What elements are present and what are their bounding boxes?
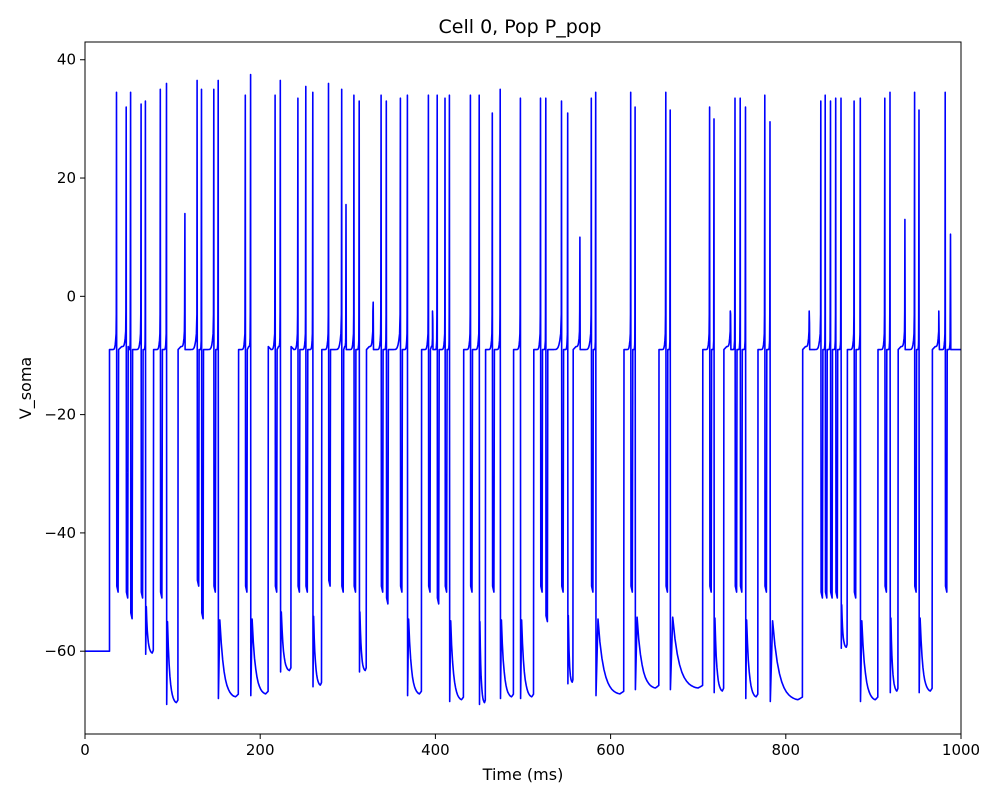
plot-area bbox=[84, 41, 962, 735]
y-axis: −60 −40 −20 0 20 40 bbox=[44, 51, 85, 660]
chart-title: Cell 0, Pop P_pop bbox=[439, 16, 602, 38]
y-tick-label: −20 bbox=[44, 406, 76, 424]
x-tick-label: 0 bbox=[80, 741, 90, 759]
x-tick-label: 800 bbox=[771, 741, 800, 759]
x-tick-label: 200 bbox=[246, 741, 275, 759]
voltage-trace bbox=[85, 73, 961, 706]
y-axis-label: V_soma bbox=[16, 357, 36, 419]
y-tick-label: 40 bbox=[57, 51, 76, 69]
y-tick-label: 0 bbox=[66, 287, 76, 305]
y-tick-label: −60 bbox=[44, 642, 76, 660]
x-axis-label: Time (ms) bbox=[482, 765, 564, 784]
plot-frame bbox=[84, 41, 962, 735]
x-axis: 0 200 400 600 800 1000 bbox=[80, 734, 980, 759]
x-tick-label: 600 bbox=[596, 741, 625, 759]
x-tick-label: 400 bbox=[421, 741, 450, 759]
y-tick-label: 20 bbox=[57, 169, 76, 187]
x-tick-label: 1000 bbox=[942, 741, 980, 759]
y-tick-label: −40 bbox=[44, 524, 76, 542]
